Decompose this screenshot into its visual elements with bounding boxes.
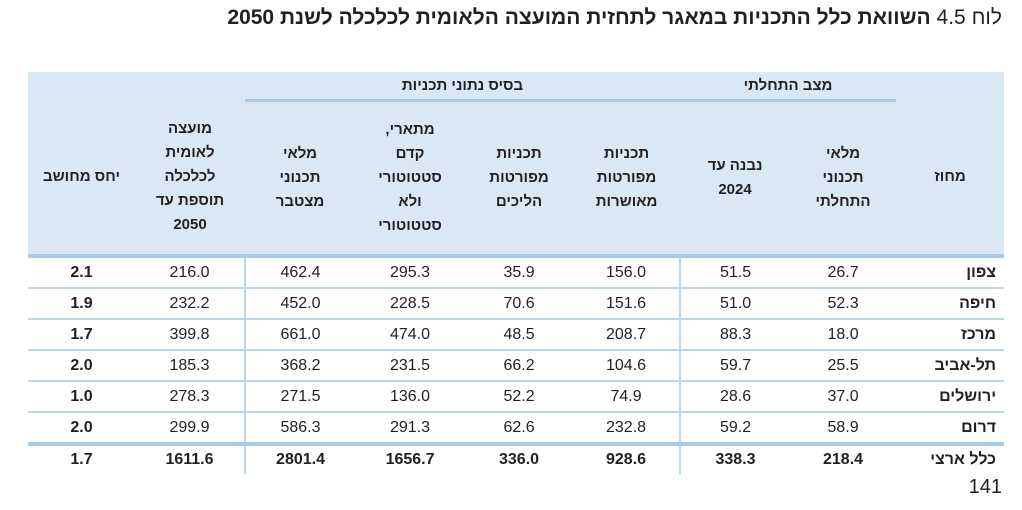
district-name: חיפה: [896, 288, 1005, 320]
group-header-plan-database: בסיס נתוני תכניות: [245, 72, 681, 102]
cell-ratio: 1.7: [28, 319, 135, 351]
cell-cumulative-stock: 368.2: [243, 350, 356, 382]
cell-detailed-in-process: 48.5: [465, 319, 574, 351]
table-number: לוח 4.5: [936, 6, 1002, 29]
column-header-approved-detailed: תכניות מפורטות מאושרות: [573, 100, 681, 258]
district-name: כלל ארצי: [896, 442, 1005, 474]
cell-outline-statutory: 1656.7: [355, 442, 466, 474]
cell-ratio: 1.9: [28, 288, 135, 320]
cell-ratio: 2.0: [28, 412, 135, 445]
cell-outline-statutory: 231.5: [355, 350, 466, 382]
cell-ratio: 2.0: [28, 350, 135, 382]
cell-cumulative-stock: 2801.4: [243, 442, 356, 474]
cell-ratio: 1.7: [28, 442, 135, 474]
column-header-council-2050: מועצה לאומית לכלכלה תוספת עד 2050: [135, 100, 245, 258]
column-header-cumulative-stock: מלאי תכנוני מצטבר: [245, 100, 356, 258]
district-name: תל-אביב: [896, 350, 1005, 382]
cell-built-2024: 51.0: [679, 288, 791, 320]
cell-approved-detailed: 928.6: [573, 442, 681, 474]
cell-initial-stock: 18.0: [790, 319, 897, 351]
cell-built-2024: 88.3: [679, 319, 791, 351]
cell-built-2024: 28.6: [679, 381, 791, 413]
group-header-initial-state: מצב התחלתי: [680, 72, 897, 102]
cell-initial-stock: 52.3: [790, 288, 897, 320]
cell-cumulative-stock: 452.0: [243, 288, 356, 320]
cell-council-2050: 278.3: [135, 381, 245, 413]
cell-cumulative-stock: 586.3: [243, 412, 356, 445]
column-header-outline-statutory: מתארי, קדם סטטוטורי ולא סטטוטורי: [355, 100, 466, 258]
cell-detailed-in-process: 336.0: [465, 442, 574, 474]
district-name: דרום: [896, 412, 1005, 445]
cell-ratio: 1.0: [28, 381, 135, 413]
cell-approved-detailed: 74.9: [573, 381, 681, 413]
table-row: ירושלים 37.0 28.6 74.9 52.2 136.0 271.5 278.3 1.…: [28, 381, 1005, 413]
cell-detailed-in-process: 35.9: [465, 256, 574, 289]
cell-built-2024: 59.7: [679, 350, 791, 382]
cell-council-2050: 399.8: [135, 319, 245, 351]
header-empty: [135, 72, 245, 101]
cell-built-2024: 338.3: [679, 442, 791, 474]
cell-approved-detailed: 156.0: [573, 256, 681, 289]
table-title-text: השוואת כלל התכניות במאגר לתחזית המועצה ה…: [227, 6, 931, 29]
district-name: מרכז: [896, 319, 1005, 351]
cell-approved-detailed: 151.6: [573, 288, 681, 320]
column-header-ratio: יחס מחושב: [28, 100, 135, 258]
column-header-detailed-in-process: תכניות מפורטות הליכים: [465, 100, 574, 258]
cell-built-2024: 51.5: [679, 256, 791, 289]
cell-council-2050: 216.0: [135, 256, 245, 289]
table-row: דרום 58.9 59.2 232.8 62.6 291.3 586.3 299.9 2.0: [28, 412, 1005, 445]
cell-approved-detailed: 208.7: [573, 319, 681, 351]
page-number: 141: [968, 476, 1002, 498]
cell-council-2050: 185.3: [135, 350, 245, 382]
cell-outline-statutory: 474.0: [355, 319, 466, 351]
cell-detailed-in-process: 70.6: [465, 288, 574, 320]
cell-initial-stock: 58.9: [790, 412, 897, 445]
table-title: לוח 4.5 השוואת כלל התכניות במאגר לתחזית …: [227, 6, 1002, 30]
data-table: מצב התחלתי בסיס נתוני תכניות מחוז מלאי תכ…: [28, 72, 1005, 474]
cell-cumulative-stock: 271.5: [243, 381, 356, 413]
cell-outline-statutory: 136.0: [355, 381, 466, 413]
cell-outline-statutory: 291.3: [355, 412, 466, 445]
cell-detailed-in-process: 62.6: [465, 412, 574, 445]
cell-built-2024: 59.2: [679, 412, 791, 445]
cell-cumulative-stock: 661.0: [243, 319, 356, 351]
cell-council-2050: 299.9: [135, 412, 245, 445]
cell-initial-stock: 26.7: [790, 256, 897, 289]
column-header-district: מחוז: [896, 100, 1005, 258]
cell-outline-statutory: 228.5: [355, 288, 466, 320]
cell-initial-stock: 218.4: [790, 442, 897, 474]
cell-council-2050: 232.2: [135, 288, 245, 320]
table-row: מרכז 18.0 88.3 208.7 48.5 474.0 661.0 399.8 1.7: [28, 319, 1005, 351]
table-row: חיפה 52.3 51.0 151.6 70.6 228.5 452.0 232.2 1.9: [28, 288, 1005, 320]
column-header-initial-stock: מלאי תכנוני התחלתי: [790, 100, 897, 258]
cell-initial-stock: 25.5: [790, 350, 897, 382]
table-row: תל-אביב 25.5 59.7 104.6 66.2 231.5 368.2 185.3 2…: [28, 350, 1005, 382]
cell-approved-detailed: 232.8: [573, 412, 681, 445]
cell-outline-statutory: 295.3: [355, 256, 466, 289]
cell-initial-stock: 37.0: [790, 381, 897, 413]
district-name: ירושלים: [896, 381, 1005, 413]
cell-council-2050: 1611.6: [135, 442, 245, 474]
column-header-built-2024: נבנה עד 2024: [680, 100, 791, 258]
header-empty: [896, 72, 1005, 101]
cell-ratio: 2.1: [28, 256, 135, 289]
table-row: צפון 26.7 51.5 156.0 35.9 295.3 462.4 216.0 2.1: [28, 256, 1005, 289]
total-row: כלל ארצי 218.4 338.3 928.6 336.0 1656.7 2801.4…: [28, 442, 1005, 474]
district-name: צפון: [896, 256, 1005, 289]
cell-detailed-in-process: 66.2: [465, 350, 574, 382]
cell-detailed-in-process: 52.2: [465, 381, 574, 413]
cell-cumulative-stock: 462.4: [243, 256, 356, 289]
header-empty: [28, 72, 135, 101]
cell-approved-detailed: 104.6: [573, 350, 681, 382]
